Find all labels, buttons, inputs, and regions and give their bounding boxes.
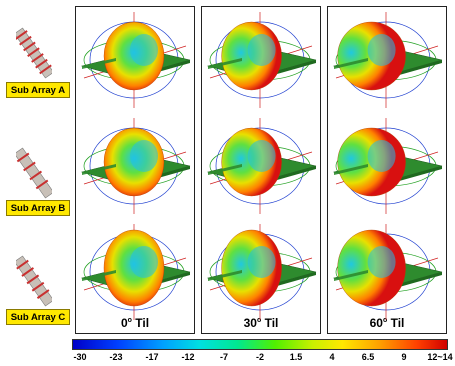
radiation-pattern-r2-c2 (206, 118, 317, 214)
sub-array-a-label: Sub Array A (6, 82, 70, 98)
colorbar (72, 339, 448, 350)
radiation-pattern-r2-c1 (80, 118, 191, 214)
colorbar-tick-label: 1.5 (289, 352, 303, 362)
colorbar-tick-label: -12 (181, 352, 195, 362)
column-label-30: 30o Til (243, 316, 279, 330)
column-label-60: 60o Til (369, 316, 405, 330)
radiation-pattern-r3-c1 (80, 224, 191, 320)
radiation-pattern-r2-c3 (332, 118, 443, 214)
colorbar-tick-label: -23 (109, 352, 123, 362)
sub-array-c-thumbnail (16, 255, 52, 307)
radiation-pattern-r1-c2 (206, 12, 317, 108)
radiation-pattern-r3-c3 (332, 224, 443, 320)
colorbar-tick-label: 12~14 (427, 352, 453, 362)
radiation-pattern-r1-c3 (332, 12, 443, 108)
colorbar-tick-label: -7 (219, 352, 229, 362)
radiation-pattern-r3-c2 (206, 224, 317, 320)
sub-array-a-thumbnail (16, 27, 52, 79)
radiation-pattern-r1-c1 (80, 12, 191, 108)
sub-array-b-thumbnail (16, 147, 52, 199)
sub-array-c-label: Sub Array C (6, 309, 70, 325)
colorbar-tick-label: -2 (255, 352, 265, 362)
colorbar-tick-label: -17 (145, 352, 159, 362)
colorbar-tick-label: -30 (73, 352, 87, 362)
colorbar-tick-label: 9 (401, 352, 407, 362)
column-label-0: 0o Til (120, 316, 150, 330)
colorbar-tick-label: 6.5 (361, 352, 375, 362)
sub-array-b-label: Sub Array B (6, 200, 70, 216)
colorbar-tick-label: 4 (329, 352, 335, 362)
